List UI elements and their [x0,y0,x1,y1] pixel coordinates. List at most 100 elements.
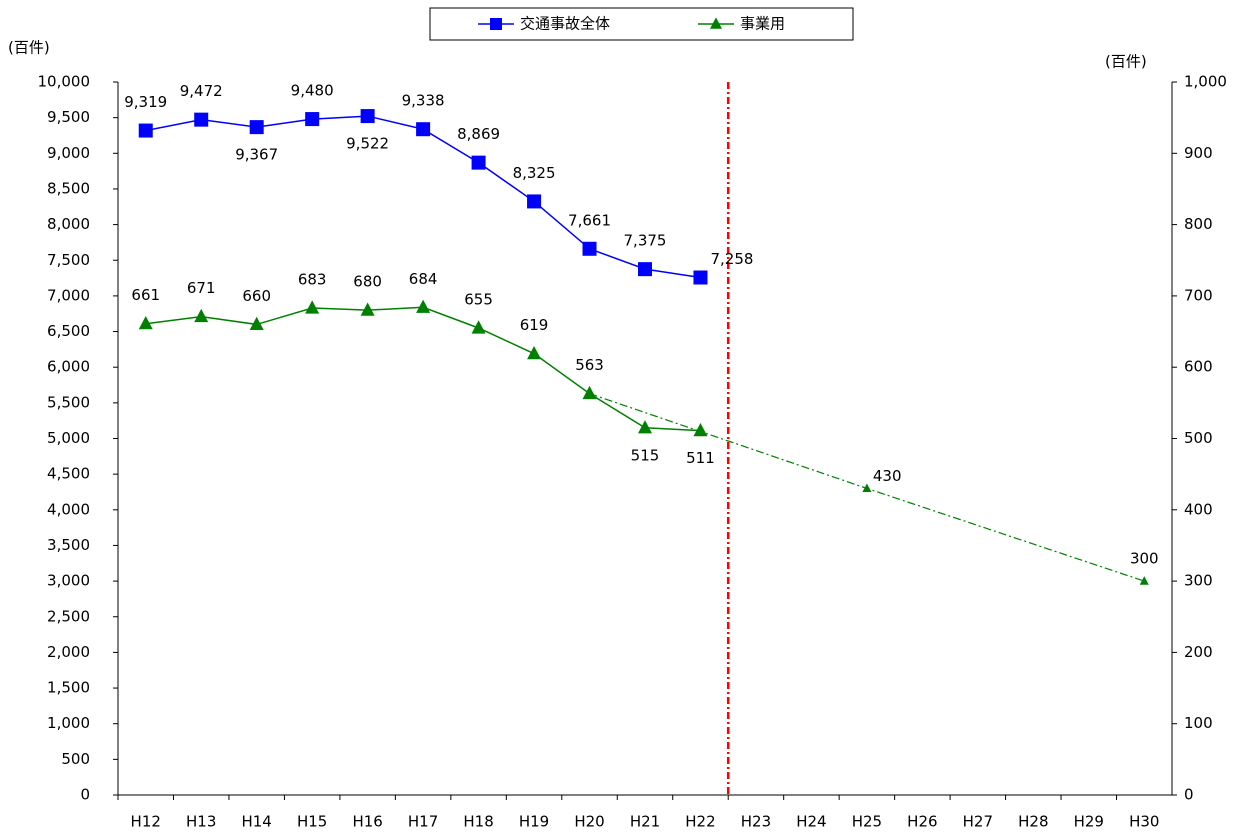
marker [194,308,209,323]
y2-tick-label: 300 [1184,572,1213,590]
marker [582,241,597,256]
y-tick-label: 4,000 [47,500,90,518]
marker [862,483,872,493]
marker [471,320,486,334]
y-tick-label: 2,000 [47,643,90,661]
data-label: 619 [520,316,549,334]
y2-tick-label: 700 [1184,286,1213,304]
x-tick-label: H14 [241,813,271,831]
marker [527,345,542,360]
data-label: 430 [873,467,902,485]
y-tick-label: 10,000 [38,73,91,91]
data-label: 7,258 [710,250,753,268]
data-label: 680 [353,273,382,291]
y-tick-label: 5,000 [47,429,90,447]
marker [527,194,542,209]
y2-tick-label: 600 [1184,358,1213,376]
y2-tick-label: 800 [1184,215,1213,233]
y-axis-title: (百件) [8,39,50,57]
x-tick-label: H21 [630,813,660,831]
data-label: 511 [686,449,715,467]
marker [138,123,153,138]
data-label: 300 [1130,550,1159,568]
x-tick-label: H23 [741,813,771,831]
y-tick-label: 1,500 [47,679,90,697]
marker [249,120,264,135]
data-label: 9,472 [180,82,223,100]
y-tick-label: 7,500 [47,251,90,269]
data-label: 683 [298,271,327,289]
marker [582,385,597,400]
data-label: 661 [131,286,160,304]
y-tick-label: 4,500 [47,465,90,483]
x-tick-label: H29 [1074,813,1104,831]
y-tick-label: 500 [61,750,90,768]
data-label: 9,480 [291,82,334,100]
x-tick-label: H20 [574,813,604,831]
marker [305,300,320,314]
y2-tick-label: 0 [1184,786,1194,804]
x-tick-label: H26 [907,813,937,831]
marker [416,299,431,313]
data-label: 8,325 [513,164,556,182]
marker [416,122,431,137]
y-tick-label: 3,500 [47,536,90,554]
marker [693,422,708,437]
series-line [145,115,701,279]
marker [138,316,153,330]
y-tick-label: 6,000 [47,358,90,376]
x-tick-label: H16 [352,813,382,831]
data-label: 655 [464,290,493,308]
marker [638,262,652,277]
marker [194,112,209,127]
x-tick-label: H18 [463,813,493,831]
y2-axis-title: (百件) [1105,53,1147,71]
data-label: 7,661 [568,211,611,229]
data-label: 671 [187,279,216,297]
legend-label: 交通事故全体 [520,15,610,33]
y-tick-label: 3,000 [47,572,90,590]
x-tick-label: H24 [796,813,826,831]
y-tick-label: 2,500 [47,607,90,625]
y-tick-label: 8,500 [47,179,90,197]
marker [693,270,708,285]
data-label: 9,338 [402,92,445,110]
data-label: 7,375 [624,232,667,250]
y2-tick-label: 100 [1184,714,1213,732]
y-tick-label: 1,000 [47,714,90,732]
legend-marker [710,17,722,29]
x-tick-label: H12 [131,813,161,831]
x-tick-label: H28 [1018,813,1048,831]
y-tick-label: 8,000 [47,215,90,233]
y-tick-label: 5,500 [47,393,90,411]
x-tick-label: H22 [685,813,715,831]
x-tick-label: H30 [1129,813,1159,831]
data-label: 9,522 [346,135,389,153]
marker [249,316,264,331]
marker [471,155,486,170]
y2-tick-label: 200 [1184,643,1213,661]
x-tick-label: H15 [297,813,327,831]
marker [1139,576,1149,585]
y-tick-label: 0 [80,786,90,804]
marker [638,420,652,434]
x-tick-label: H25 [852,813,882,831]
marker [360,109,375,124]
y-tick-label: 7,000 [47,286,90,304]
legend-label: 事業用 [740,15,785,33]
x-tick-label: H13 [186,813,216,831]
y2-tick-label: 1,000 [1184,73,1227,91]
y2-tick-label: 400 [1184,500,1213,518]
data-label: 660 [242,287,271,305]
data-label: 515 [631,446,660,464]
data-label: 8,869 [457,125,500,143]
y-tick-label: 6,500 [47,322,90,340]
marker [305,112,320,127]
y2-tick-label: 500 [1184,429,1213,447]
data-label: 684 [409,270,438,288]
y-tick-label: 9,000 [47,144,90,162]
data-label: 9,367 [235,146,278,164]
data-label: 9,319 [124,93,167,111]
y2-tick-label: 900 [1184,144,1213,162]
